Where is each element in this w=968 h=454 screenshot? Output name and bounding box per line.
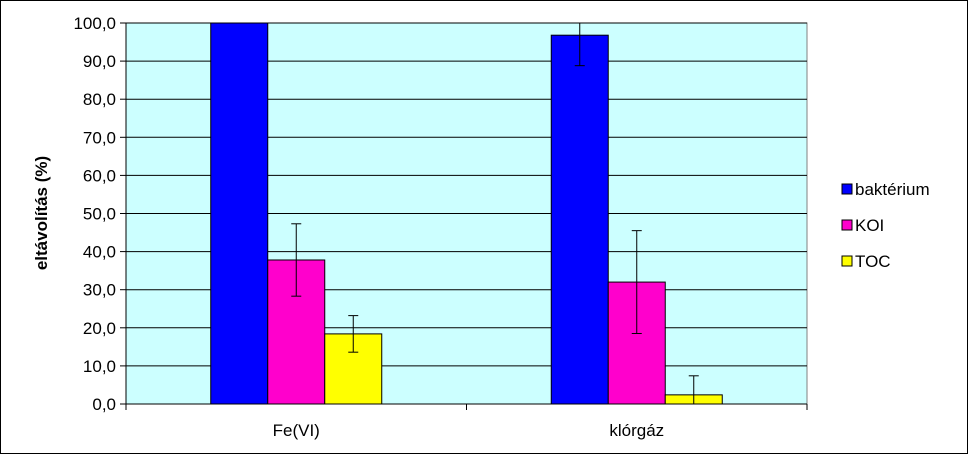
x-tick-labels: Fe(VI) klórgáz	[125, 404, 808, 440]
y-tick-label: 80,0	[83, 90, 116, 109]
x-category-label: Fe(VI)	[273, 421, 320, 440]
y-tick-label: 50,0	[83, 205, 116, 224]
y-ticks: 0,0 10,0 20,0 30,0 40,0 50,0 60,0 70,0 80,0 90,0 1…	[73, 14, 126, 414]
y-tick-label: 60,0	[83, 166, 116, 185]
y-tick-label: 0,0	[92, 395, 116, 414]
y-tick-label: 20,0	[83, 319, 116, 338]
legend-swatch-KOI	[841, 219, 853, 231]
legend-label: TOC	[855, 252, 891, 271]
error-bars	[291, 23, 699, 405]
legend-swatch-baktérium	[841, 183, 853, 195]
legend-label: baktérium	[855, 180, 930, 199]
y-tick-label: 10,0	[83, 357, 116, 376]
legend-label: KOI	[855, 216, 884, 235]
y-tick-label: 30,0	[83, 281, 116, 300]
legend-swatch-TOC	[841, 255, 853, 267]
x-category-label: klórgáz	[609, 421, 664, 440]
y-tick-label: 70,0	[83, 128, 116, 147]
y-tick-label: 100,0	[73, 14, 116, 33]
y-tick-label: 90,0	[83, 52, 116, 71]
legend: baktérium KOI TOC	[841, 180, 930, 271]
y-tick-label: 40,0	[83, 243, 116, 262]
bar-baktérium-klórgáz	[550, 34, 609, 405]
y-axis-title: eltávolítás (%)	[32, 156, 51, 270]
bar-baktérium-Fe(VI)	[210, 22, 269, 405]
